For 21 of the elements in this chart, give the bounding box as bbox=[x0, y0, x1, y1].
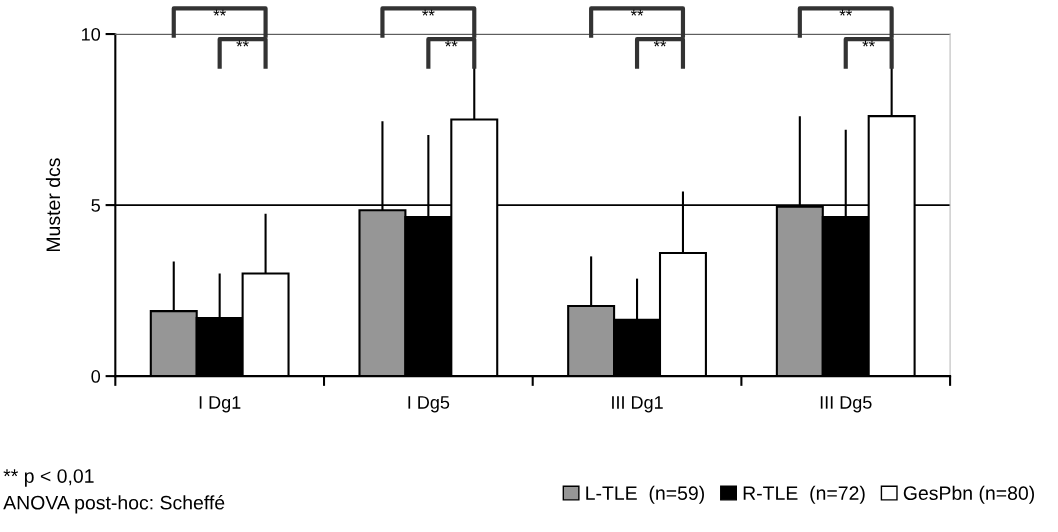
y-axis-title: Muster dcs bbox=[45, 158, 61, 252]
text: ** bbox=[839, 9, 852, 16]
annotation: ** bbox=[862, 40, 875, 47]
legend-label: R-TLE (n=72) bbox=[743, 485, 865, 504]
x-tick-label: III Dg1 bbox=[612, 396, 663, 413]
annotation: ** bbox=[236, 40, 249, 47]
annotation: ** bbox=[445, 40, 458, 47]
text: ANOVA post-hoc: Scheffé bbox=[3, 495, 225, 514]
text: ** p < 0,01 bbox=[3, 469, 94, 487]
text: ** bbox=[630, 9, 644, 16]
y-tick-label: 5 bbox=[91, 199, 100, 212]
x-tick-label: I Dg1 bbox=[199, 396, 241, 413]
y-tick-label: 0 bbox=[91, 370, 101, 383]
x-tick-label: III Dg5 bbox=[820, 396, 872, 413]
text: ** bbox=[213, 9, 226, 16]
text: ** bbox=[422, 9, 435, 16]
legend-label: L-TLE (n=59) bbox=[586, 485, 704, 504]
legend-label: GesPbn (n=80) bbox=[903, 485, 1035, 504]
x-tick-label: I Dg5 bbox=[408, 396, 450, 413]
y-tick-label: 10 bbox=[82, 27, 101, 41]
annotation: ** bbox=[653, 40, 667, 47]
